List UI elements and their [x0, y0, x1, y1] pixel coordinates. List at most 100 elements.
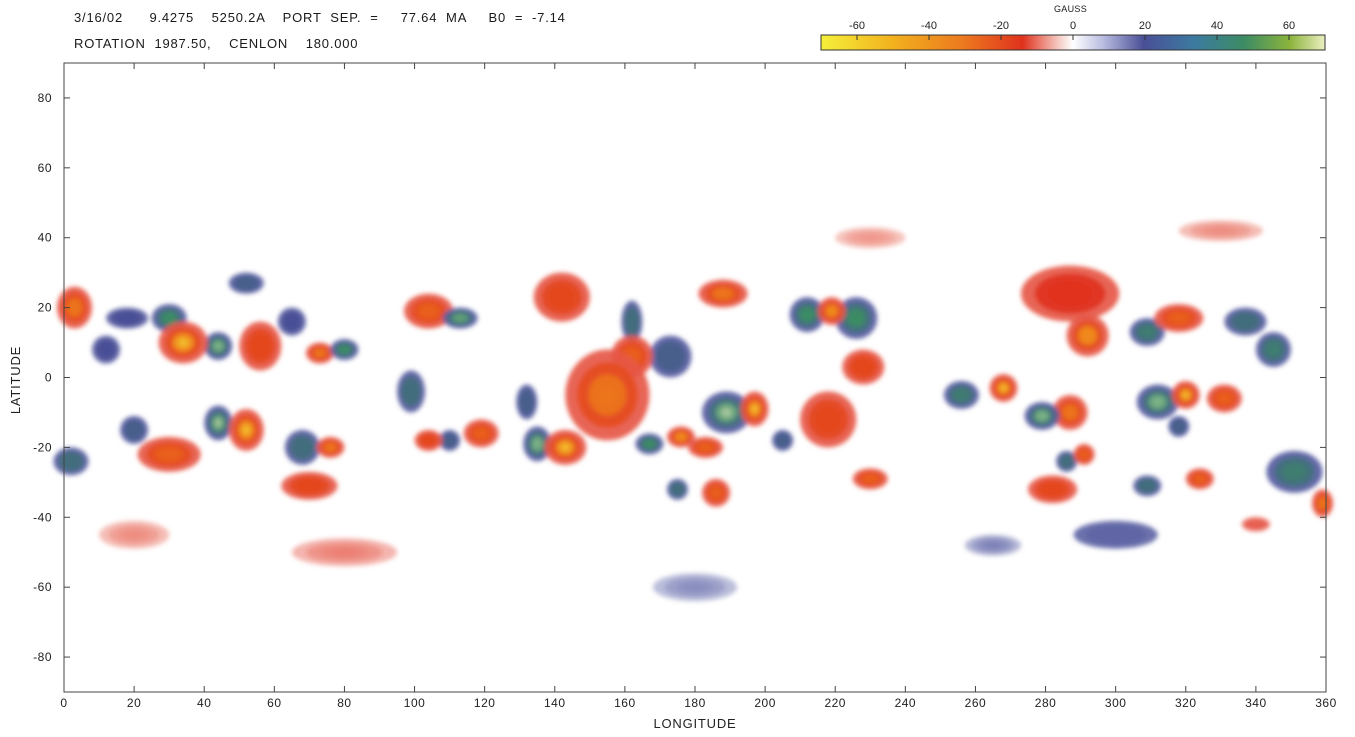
negative-polarity-region — [316, 436, 345, 458]
region-layer — [288, 318, 295, 325]
region-layer — [1240, 318, 1250, 325]
positive-polarity-region — [702, 391, 752, 434]
positive-polarity-region — [439, 429, 461, 451]
region-layer — [1288, 467, 1301, 477]
colorbar: -60 -40 -20 0 20 40 60 — [820, 20, 1326, 51]
header-line-2: ROTATION 1987.50, CENLON 180.000 — [74, 36, 359, 51]
region-layer — [1059, 287, 1081, 300]
y-axis-label: LATITUDE — [8, 346, 23, 414]
region-layer — [316, 350, 323, 356]
region-layer — [712, 489, 720, 496]
positive-polarity-region — [204, 332, 233, 361]
region-layer — [407, 386, 415, 397]
negative-polarity-region — [1241, 517, 1270, 532]
positive-polarity-region — [772, 429, 794, 451]
positive-polarity-region — [53, 447, 89, 476]
negative-polarity-region — [1073, 443, 1095, 465]
region-layer — [1082, 330, 1093, 341]
x-tick-label: 320 — [1175, 696, 1197, 710]
x-tick-label: 340 — [1245, 696, 1267, 710]
negative-polarity-region — [99, 520, 170, 549]
colorbar-tick-label: -60 — [849, 20, 865, 32]
positive-polarity-region — [666, 478, 688, 500]
region-layer — [780, 438, 785, 443]
region-layer — [677, 434, 685, 440]
region-layer — [423, 307, 434, 315]
x-tick-label: 40 — [197, 696, 211, 710]
x-tick-label: 360 — [1315, 696, 1337, 710]
y-tick-label: 80 — [38, 91, 52, 105]
positive-polarity-region — [943, 380, 979, 409]
positive-polarity-region — [635, 433, 664, 455]
negative-polarity-region — [842, 349, 885, 385]
negative-polarity-region — [137, 436, 201, 472]
colorbar-tick-label: 60 — [1283, 20, 1295, 32]
positive-polarity-region — [964, 534, 1022, 556]
region-layer — [685, 584, 705, 591]
positive-polarity-region — [1056, 450, 1078, 472]
negative-polarity-region — [702, 478, 731, 507]
positive-polarity-region — [106, 307, 149, 329]
region-layer — [751, 405, 758, 413]
region-layer — [70, 302, 79, 313]
y-tick-label: -20 — [33, 440, 52, 454]
x-tick-label: 240 — [895, 696, 917, 710]
positive-polarity-region — [397, 370, 426, 413]
colorbar-tick-label: 20 — [1139, 20, 1151, 32]
x-tick-label: 80 — [337, 696, 351, 710]
positive-polarity-region — [92, 335, 121, 364]
region-layer — [1106, 531, 1125, 538]
region-layer — [131, 426, 138, 433]
y-tick-label: 60 — [38, 161, 52, 175]
region-layer — [646, 441, 653, 447]
region-layer — [1064, 459, 1069, 464]
region-layer — [524, 398, 530, 406]
y-tick-label: 40 — [38, 231, 52, 245]
x-tick-label: 160 — [614, 696, 636, 710]
region-layer — [560, 443, 570, 452]
positive-polarity-region — [1073, 520, 1158, 549]
positive-polarity-region — [277, 307, 306, 336]
positive-polarity-region — [442, 307, 478, 329]
x-tick-label: 280 — [1035, 696, 1057, 710]
negative-polarity-region — [698, 279, 748, 308]
region-layer — [701, 445, 710, 450]
negative-polarity-region — [1178, 220, 1263, 242]
region-layer — [721, 407, 732, 418]
negative-polarity-region — [1185, 468, 1214, 490]
field-regions — [53, 220, 1334, 602]
region-layer — [1066, 408, 1074, 417]
region-layer — [598, 384, 617, 405]
colorbar-tick-label: -40 — [921, 20, 937, 32]
region-layer — [162, 450, 177, 459]
negative-polarity-region — [228, 408, 264, 451]
region-layer — [242, 280, 251, 286]
positive-polarity-region — [649, 335, 692, 378]
negative-polarity-region — [281, 471, 338, 500]
region-layer — [456, 315, 464, 321]
region-layer — [1038, 412, 1046, 420]
region-layer — [957, 391, 966, 399]
negative-polarity-region — [239, 321, 282, 371]
x-tick-label: 100 — [404, 696, 426, 710]
header-line-1: 3/16/02 9.4275 5250.2A PORT SEP. = 77.64… — [74, 10, 566, 25]
x-tick-label: 180 — [684, 696, 706, 710]
x-tick-label: 120 — [474, 696, 496, 710]
positive-polarity-region — [835, 297, 878, 340]
negative-polarity-region — [1066, 314, 1109, 357]
colorbar-ticks: -60 -40 -20 0 20 40 60 — [849, 20, 1295, 40]
region-layer — [425, 438, 432, 443]
negative-polarity-region — [305, 342, 334, 364]
region-layer — [1047, 486, 1058, 493]
colorbar-title: GAUSS — [1054, 4, 1088, 14]
negative-polarity-region — [835, 227, 906, 249]
region-layer — [555, 291, 568, 303]
y-tick-label: 20 — [38, 301, 52, 315]
negative-polarity-region — [291, 538, 398, 567]
negative-polarity-region — [817, 297, 846, 326]
colorbar-tick-label: -20 — [993, 20, 1009, 32]
region-layer — [67, 458, 75, 465]
region-layer — [1176, 424, 1182, 429]
negative-polarity-region — [1154, 304, 1204, 333]
negative-polarity-region — [404, 293, 454, 329]
